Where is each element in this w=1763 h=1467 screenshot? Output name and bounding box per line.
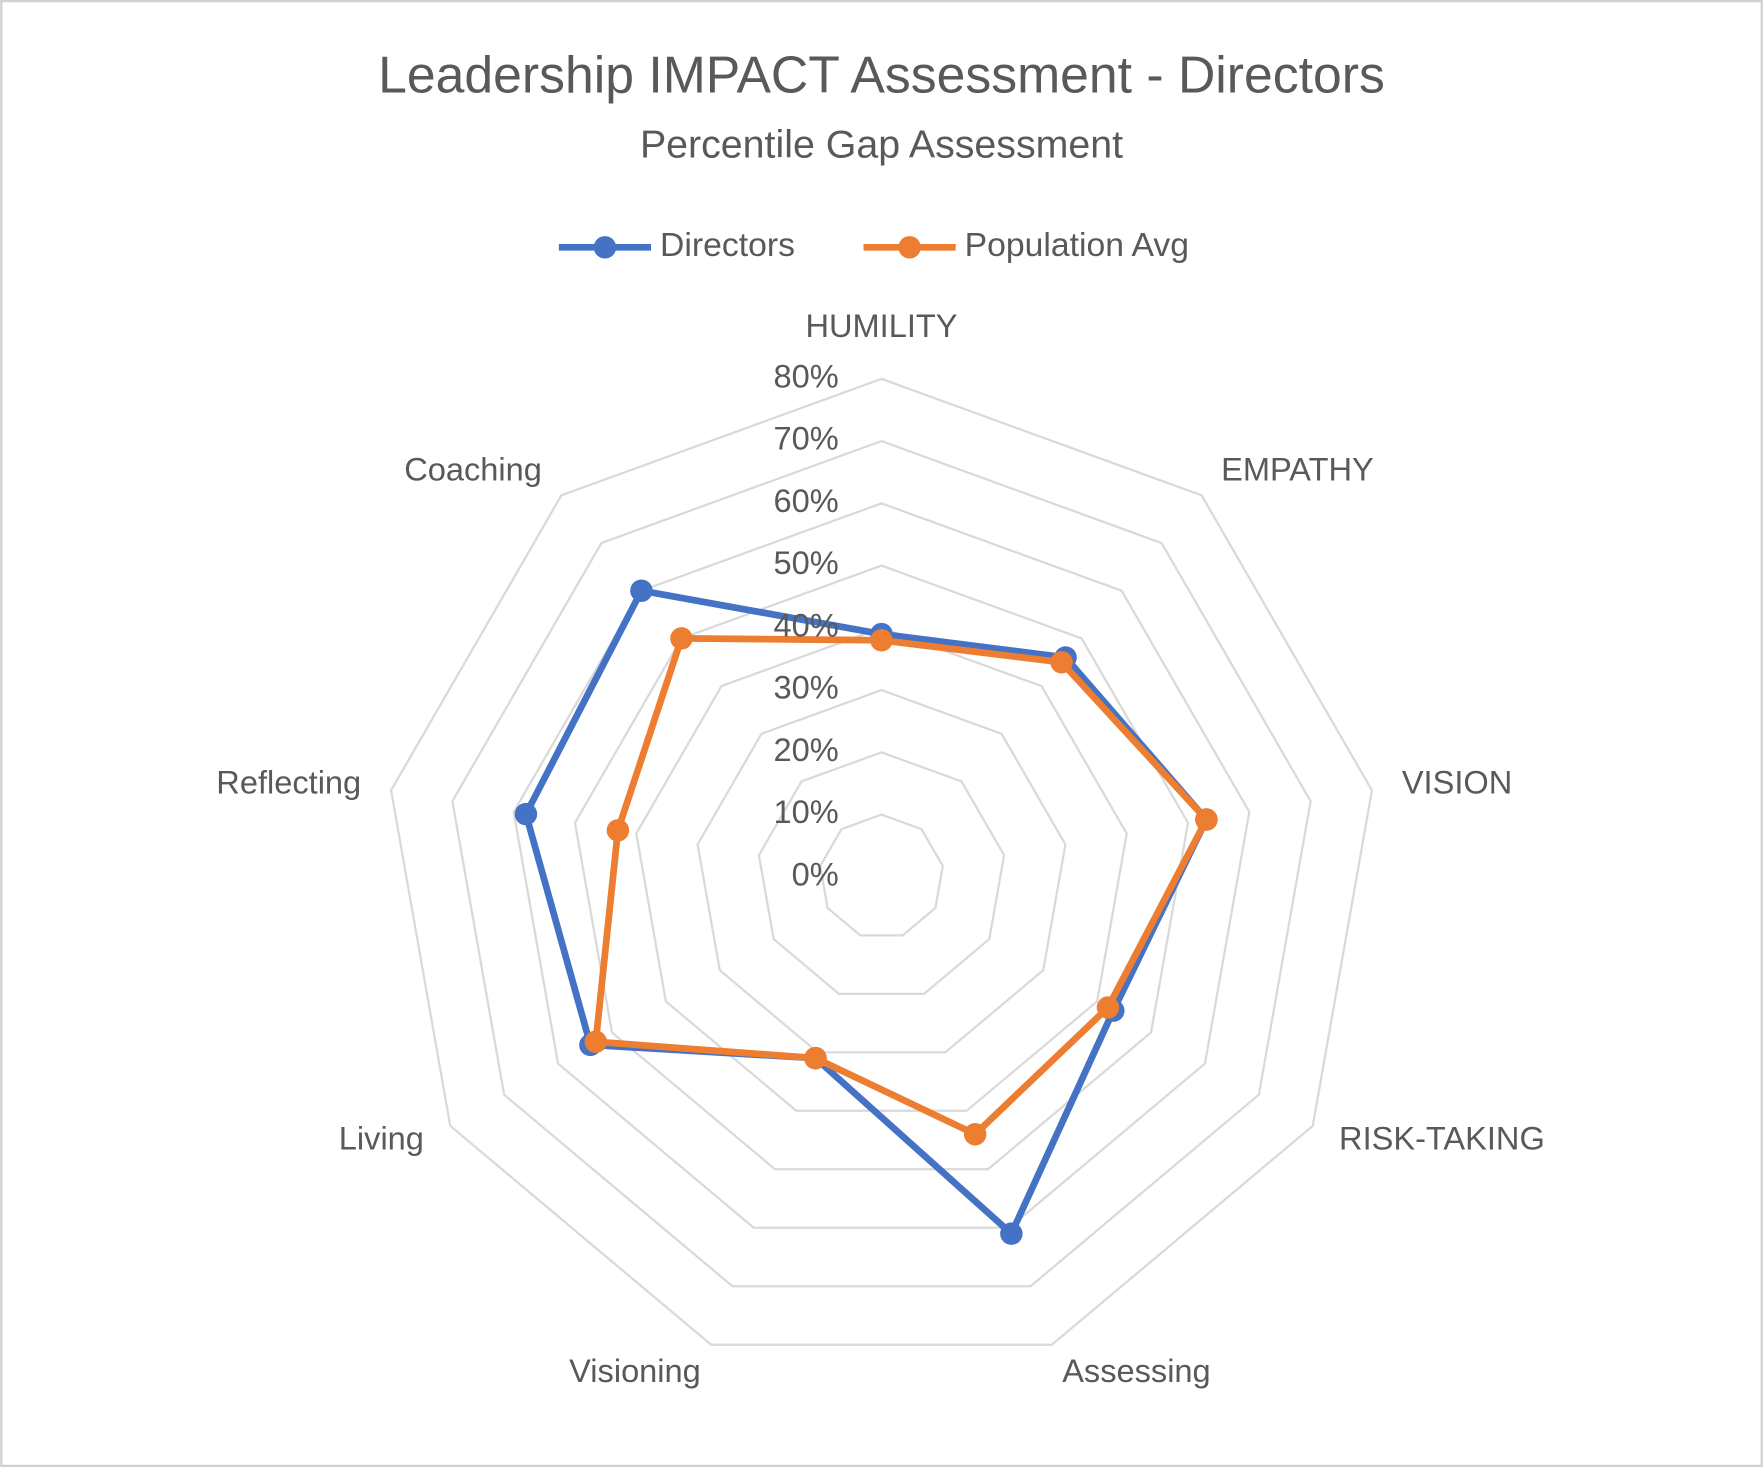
category-label: Reflecting bbox=[216, 764, 361, 801]
grid-ring bbox=[696, 688, 1067, 1054]
data-point bbox=[1000, 1222, 1023, 1245]
y-tick-label: 10% bbox=[774, 793, 839, 830]
data-point bbox=[1096, 996, 1120, 1019]
y-tick-label: 20% bbox=[774, 731, 839, 768]
category-label: HUMILITY bbox=[805, 307, 957, 344]
data-point bbox=[1195, 808, 1218, 831]
data-point bbox=[804, 1046, 827, 1070]
y-tick-label: 40% bbox=[774, 606, 839, 643]
grid-ring bbox=[819, 813, 944, 937]
data-point bbox=[514, 802, 538, 826]
grid-ring bbox=[757, 751, 1006, 995]
category-label: EMPATHY bbox=[1221, 451, 1374, 488]
y-tick-label: 60% bbox=[774, 482, 839, 519]
chart-subtitle: Percentile Gap Assessment bbox=[640, 123, 1123, 167]
chart-title: Leadership IMPACT Assessment - Directors bbox=[378, 45, 1385, 103]
category-label: RISK-TAKING bbox=[1339, 1120, 1545, 1157]
grid-ring bbox=[389, 377, 1374, 1346]
legend-marker bbox=[898, 236, 921, 259]
grid-ring bbox=[635, 626, 1128, 1112]
category-label: Visioning bbox=[569, 1352, 701, 1389]
y-tick-label: 0% bbox=[792, 855, 839, 892]
grid-ring bbox=[512, 502, 1251, 1229]
category-label: Assessing bbox=[1062, 1352, 1210, 1389]
category-label: Coaching bbox=[404, 451, 542, 488]
data-point bbox=[606, 819, 630, 842]
y-tick-label: 50% bbox=[774, 544, 839, 581]
y-tick-label: 80% bbox=[774, 357, 839, 394]
legend-marker bbox=[593, 236, 617, 259]
data-point bbox=[1050, 651, 1073, 674]
data-point bbox=[584, 1030, 608, 1054]
grid-ring bbox=[573, 564, 1190, 1171]
grid-ring bbox=[451, 439, 1312, 1288]
y-tick-label: 70% bbox=[774, 420, 839, 457]
legend-label: Population Avg bbox=[965, 226, 1189, 264]
y-tick-label: 30% bbox=[774, 669, 839, 706]
data-point bbox=[630, 579, 653, 602]
series-line bbox=[592, 635, 1210, 1138]
category-label: Living bbox=[339, 1120, 424, 1157]
data-point bbox=[870, 629, 893, 652]
data-point bbox=[963, 1122, 987, 1146]
data-point bbox=[670, 627, 693, 650]
legend-label: Directors bbox=[660, 226, 795, 264]
category-label: VISION bbox=[1402, 764, 1512, 801]
